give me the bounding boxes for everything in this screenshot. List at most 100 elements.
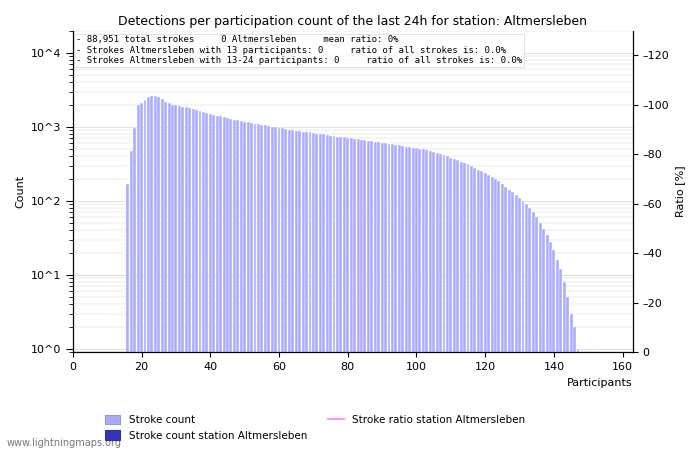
Bar <box>477 170 480 450</box>
Bar <box>209 114 212 450</box>
Bar <box>284 129 288 450</box>
Bar <box>522 201 524 450</box>
Bar <box>161 99 164 450</box>
Bar <box>494 179 497 450</box>
Bar <box>573 327 576 450</box>
Bar <box>267 126 270 450</box>
Bar <box>453 159 456 450</box>
Bar <box>354 139 356 450</box>
Bar <box>514 195 517 450</box>
Bar <box>318 134 322 450</box>
Bar <box>233 120 236 450</box>
Bar <box>415 148 418 450</box>
Bar <box>532 212 535 450</box>
Bar <box>150 96 153 450</box>
Bar <box>281 129 284 450</box>
Bar <box>536 217 538 450</box>
Bar <box>195 110 198 450</box>
Bar <box>250 123 253 450</box>
Bar <box>566 297 569 450</box>
Bar <box>130 151 133 450</box>
Bar <box>158 97 160 450</box>
Bar <box>171 104 174 450</box>
Bar <box>556 260 559 450</box>
Bar <box>350 138 353 450</box>
Bar <box>246 122 250 450</box>
Bar <box>467 165 470 450</box>
Bar <box>391 144 394 450</box>
Bar <box>295 131 298 450</box>
Bar <box>426 150 428 450</box>
Bar <box>240 121 243 450</box>
Bar <box>312 133 315 450</box>
Bar <box>326 135 328 450</box>
Bar <box>264 125 267 450</box>
Title: Detections per participation count of the last 24h for station: Altmersleben: Detections per participation count of th… <box>118 15 587 28</box>
Bar <box>253 124 256 450</box>
Bar <box>174 105 177 450</box>
Bar <box>456 160 459 450</box>
Bar <box>429 151 432 450</box>
Bar <box>199 111 202 450</box>
Bar <box>528 208 531 450</box>
Bar <box>188 108 191 450</box>
Bar <box>278 128 281 450</box>
Bar <box>508 190 511 450</box>
Bar <box>140 103 143 450</box>
Bar <box>237 121 239 450</box>
Bar <box>549 242 552 450</box>
Bar <box>394 145 398 450</box>
Bar <box>408 147 411 450</box>
Bar <box>360 140 363 450</box>
Text: Participants: Participants <box>567 378 633 388</box>
Bar <box>442 155 445 450</box>
Bar <box>356 139 360 450</box>
Bar <box>412 148 414 450</box>
Bar <box>288 130 290 450</box>
Bar <box>370 141 373 450</box>
Bar <box>219 117 222 450</box>
Bar <box>439 154 442 450</box>
Bar <box>449 158 452 450</box>
Bar <box>309 132 312 450</box>
Legend: Stroke count, Stroke count station Altmersleben, Stroke ratio station Altmersleb: Stroke count, Stroke count station Altme… <box>101 411 529 445</box>
Bar <box>374 142 377 450</box>
Bar <box>154 95 157 450</box>
Bar <box>322 135 326 450</box>
Bar <box>305 132 308 450</box>
Bar <box>133 129 136 450</box>
Bar <box>192 109 195 450</box>
Bar <box>136 105 139 450</box>
Bar <box>205 113 209 450</box>
Bar <box>398 145 401 450</box>
Bar <box>539 223 542 450</box>
Bar <box>164 102 167 450</box>
Bar <box>329 135 332 450</box>
Bar <box>260 125 263 450</box>
Bar <box>144 100 146 450</box>
Bar <box>271 126 274 450</box>
Bar <box>388 144 391 450</box>
Bar <box>542 229 545 450</box>
Bar <box>223 117 225 450</box>
Bar <box>435 153 439 450</box>
Bar <box>377 142 380 450</box>
Bar <box>552 250 555 450</box>
Bar <box>216 116 218 450</box>
Bar <box>226 118 229 450</box>
Bar <box>291 130 294 450</box>
Bar <box>181 107 184 450</box>
Y-axis label: Ratio [%]: Ratio [%] <box>675 166 685 217</box>
Bar <box>167 103 171 450</box>
Bar <box>505 187 508 450</box>
Bar <box>185 107 188 450</box>
Bar <box>343 137 346 450</box>
Bar <box>332 136 335 450</box>
Bar <box>302 132 304 450</box>
Bar <box>432 152 435 450</box>
Bar <box>570 314 573 450</box>
Bar <box>470 166 473 450</box>
Bar <box>473 168 477 450</box>
Bar <box>491 177 494 450</box>
Y-axis label: Count: Count <box>15 175 25 208</box>
